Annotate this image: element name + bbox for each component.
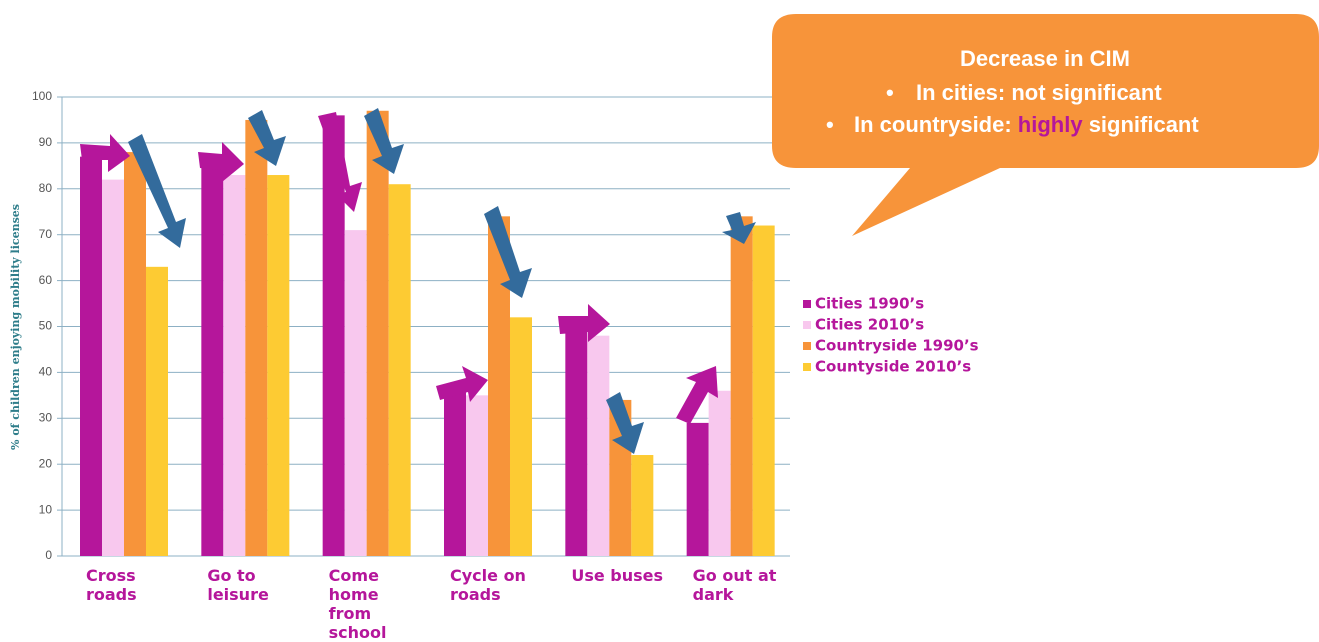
bar [752,225,775,556]
bar [201,165,224,556]
y-axis-label: % of children enjoying mobility licenses [9,204,22,450]
y-tick-label: 80 [39,181,53,195]
legend-swatch [803,342,811,350]
bar [708,390,731,556]
bar [730,216,753,556]
legend-swatch [803,321,811,329]
blue-arrow [364,108,404,174]
callout-box [772,14,1319,236]
y-tick-label: 40 [39,365,53,379]
callout-bullet: In countryside: highly significant [854,112,1199,137]
grid [57,96,790,557]
magenta-arrow [80,134,130,172]
bar [466,395,488,556]
blue-arrow [484,206,532,298]
bar [322,115,345,557]
legend-label: Cities 2010’s [815,316,924,334]
y-tick-label: 10 [39,502,53,516]
x-tick-label: Go out at dark [692,566,777,604]
bar [565,321,588,556]
magenta-arrow [198,142,244,182]
magenta-arrow [558,304,610,342]
blue-arrow [248,110,286,166]
x-tick-label: Cycle on roads [450,566,526,604]
text: In countryside: [854,112,1018,137]
magenta-arrow [318,112,362,212]
magenta-arrow [436,366,488,402]
bar [102,179,124,556]
bar [510,317,532,556]
bar [344,230,367,557]
highlight: highly [1018,112,1084,137]
bar [124,152,146,556]
y-tick-label: 90 [39,135,53,149]
x-tick-label: Use buses [571,566,664,585]
callout-title: Decrease in CIM [960,46,1130,71]
blue-arrow [606,392,644,454]
bar [366,110,389,557]
legend-label: Countyside 2010’s [815,358,971,376]
blue-arrow [722,212,756,244]
y-tick-label: 50 [39,319,53,333]
bar [488,216,510,556]
y-tick-label: 100 [32,89,52,103]
bar [631,455,654,556]
legend-swatch [803,300,811,308]
bullet: • [886,80,894,105]
y-tick-label: 20 [39,456,53,470]
bar [223,175,246,556]
bar [388,184,411,556]
bar [267,175,290,556]
callout-bullet: In cities: not significant [916,80,1162,105]
magenta-arrow [676,366,718,424]
bar [444,390,466,556]
bullet: • [826,112,834,137]
bar [587,335,610,556]
callout: Decrease in CIM • In cities: not signifi… [772,14,1319,236]
legend-label: Countryside 1990’s [815,337,979,355]
bars [80,110,775,557]
y-tick-label: 30 [39,410,53,424]
y-tick-label: 0 [45,548,52,562]
text: significant [1083,112,1200,137]
blue-arrow [128,134,186,248]
x-tick-label: Come home from school [328,566,387,642]
y-tick-label: 70 [39,227,53,241]
bar [686,422,709,556]
x-tick-label: Cross roads [86,566,137,604]
x-tick-label: Go to leisure [207,566,269,604]
legend-swatch [803,363,811,371]
arrows [80,108,756,454]
legend-label: Cities 1990’s [815,295,924,313]
bar [146,266,168,556]
bar [245,119,268,556]
y-tick-label: 60 [39,273,53,287]
bar [80,156,102,557]
